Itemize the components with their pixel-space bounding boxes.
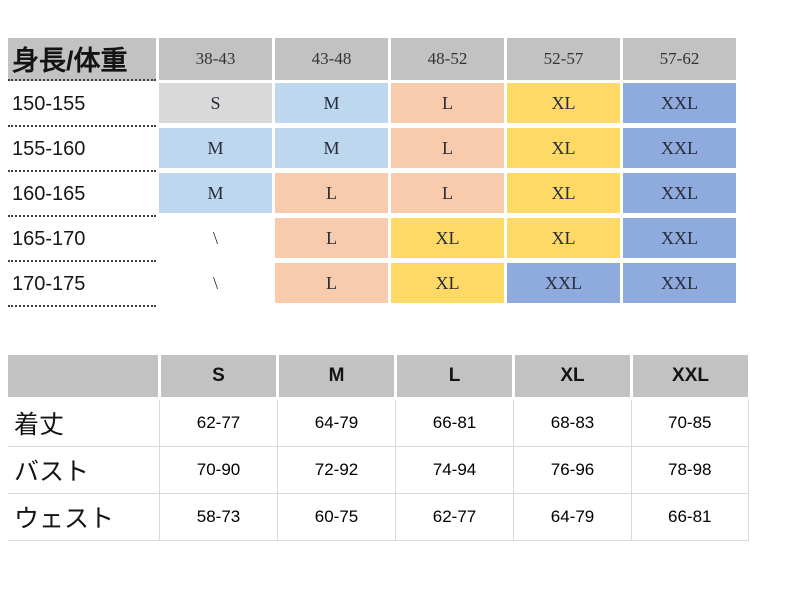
measurement-row: ウェスト 58-73 60-75 62-77 64-79 66-81: [8, 493, 749, 541]
height-weight-corner-header: 身長/体重: [8, 38, 156, 81]
measurement-value-cell: 62-77: [395, 493, 514, 541]
size-cell: \: [159, 263, 272, 303]
size-cell: L: [391, 173, 504, 213]
height-row-label: 160-165: [8, 173, 156, 217]
size-cell: M: [159, 173, 272, 213]
weight-column-header: 57-62: [623, 38, 736, 80]
size-cell: XL: [391, 263, 504, 303]
size-cell: XL: [507, 83, 620, 123]
size-cell: M: [275, 128, 388, 168]
size-cell: XXL: [623, 218, 736, 258]
size-cell: \: [159, 218, 272, 258]
size-cell: L: [275, 173, 388, 213]
height-row-label: 150-155: [8, 83, 156, 127]
measurement-value-cell: 66-81: [395, 398, 514, 447]
size-cell: XL: [391, 218, 504, 258]
size-cell: XXL: [623, 173, 736, 213]
size-column-header: M: [276, 355, 396, 400]
size-cell: S: [159, 83, 272, 123]
measurement-value-cell: 64-79: [277, 398, 396, 447]
measurement-row-label: バスト: [8, 446, 160, 494]
measurement-row: バスト 70-90 72-92 74-94 76-96 78-98: [8, 446, 749, 494]
measurement-value-cell: 60-75: [277, 493, 396, 541]
size-cell: XL: [507, 218, 620, 258]
size-cell: M: [275, 83, 388, 123]
size-cell: XXL: [507, 263, 620, 303]
weight-column-header: 52-57: [507, 38, 620, 80]
measurement-row-label: ウェスト: [8, 493, 160, 541]
measurement-row: 着丈 62-77 64-79 66-81 68-83 70-85: [8, 398, 749, 447]
size-column-header: XXL: [630, 355, 748, 400]
measurement-header-row: S M L XL XXL: [8, 355, 748, 400]
measurement-value-cell: 68-83: [513, 398, 632, 447]
size-cell: XL: [507, 128, 620, 168]
measurement-value-cell: 74-94: [395, 446, 514, 494]
size-cell: L: [275, 218, 388, 258]
size-column-header: L: [394, 355, 514, 400]
size-cell: XXL: [623, 83, 736, 123]
measurement-value-cell: 64-79: [513, 493, 632, 541]
height-row-label: 170-175: [8, 263, 156, 307]
size-cell: XXL: [623, 128, 736, 168]
measurement-corner-cell: [8, 355, 160, 400]
size-cell: L: [391, 128, 504, 168]
height-row-label: 155-160: [8, 128, 156, 172]
measurement-value-cell: 66-81: [631, 493, 749, 541]
height-row-label: 165-170: [8, 218, 156, 262]
size-column-header: S: [158, 355, 278, 400]
measurement-table: S M L XL XXL 着丈 62-77 64-79 66-81 68-83 70-85 バスト 70…: [8, 355, 749, 541]
measurement-value-cell: 70-90: [159, 446, 278, 494]
weight-column-header: 48-52: [391, 38, 504, 80]
size-column-header: XL: [512, 355, 632, 400]
size-cell: M: [159, 128, 272, 168]
size-cell: L: [275, 263, 388, 303]
measurement-value-cell: 70-85: [631, 398, 749, 447]
weight-column-header: 43-48: [275, 38, 388, 80]
measurement-value-cell: 58-73: [159, 493, 278, 541]
measurement-value-cell: 76-96: [513, 446, 632, 494]
height-weight-size-table: 身長/体重 38-43 43-48 48-52 52-57 57-62 150-155 S M L…: [8, 38, 736, 308]
weight-column-header: 38-43: [159, 38, 272, 80]
size-cell: L: [391, 83, 504, 123]
measurement-value-cell: 72-92: [277, 446, 396, 494]
measurement-value-cell: 62-77: [159, 398, 278, 447]
size-cell: XL: [507, 173, 620, 213]
measurement-value-cell: 78-98: [631, 446, 749, 494]
measurement-row-label: 着丈: [8, 398, 160, 447]
size-cell: XXL: [623, 263, 736, 303]
